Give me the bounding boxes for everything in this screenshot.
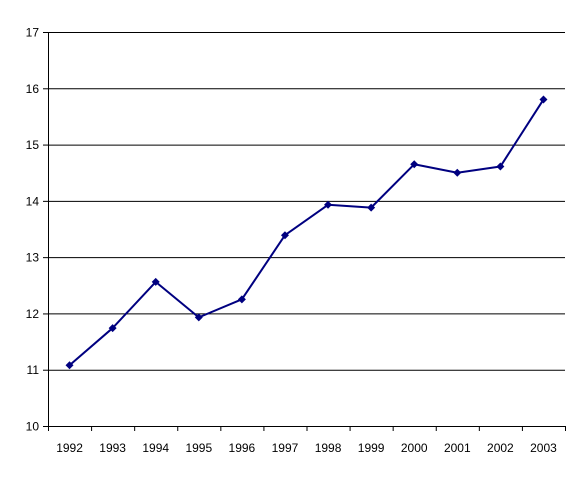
x-tick-label: 1993 xyxy=(99,441,126,455)
data-point xyxy=(151,277,160,286)
axes xyxy=(48,32,565,427)
x-tick-label: 2000 xyxy=(401,441,428,455)
x-tick-label: 2001 xyxy=(444,441,471,455)
y-tick-label: 16 xyxy=(26,82,40,96)
data-point xyxy=(108,324,117,333)
data-point xyxy=(237,295,246,304)
data-point xyxy=(496,162,505,171)
data-point xyxy=(539,95,548,104)
data-point xyxy=(65,361,74,370)
data-point xyxy=(453,168,462,177)
data-point xyxy=(280,231,289,240)
y-tick-label: 10 xyxy=(26,420,40,434)
series-line xyxy=(68,99,545,366)
x-tick-label: 2002 xyxy=(487,441,514,455)
y-tick-label: 15 xyxy=(26,138,40,152)
x-tick-label: 1992 xyxy=(56,441,83,455)
data-point xyxy=(367,203,376,212)
gridlines xyxy=(48,32,565,371)
data-point xyxy=(324,200,333,209)
y-axis-ticks: 10 11 12 13 14 15 16 17 xyxy=(26,26,48,434)
y-tick-label: 13 xyxy=(26,251,40,265)
x-tick-label: 1997 xyxy=(272,441,299,455)
x-tick-label: 1998 xyxy=(315,441,342,455)
data-point xyxy=(410,160,419,169)
data-point xyxy=(194,313,203,322)
y-tick-label: 12 xyxy=(26,307,40,321)
y-tick-label: 14 xyxy=(26,194,40,208)
x-tick-label: 1995 xyxy=(185,441,212,455)
y-tick-label: 17 xyxy=(26,26,40,40)
x-tick-label: 2003 xyxy=(530,441,557,455)
x-tick-label: 1994 xyxy=(142,441,169,455)
data-series xyxy=(65,95,548,370)
y-tick-label: 11 xyxy=(27,363,40,377)
x-axis-ticks: 1992 1993 1994 1995 1996 1997 1998 1999 2000 2001… xyxy=(48,426,566,455)
x-tick-label: 1996 xyxy=(229,441,256,455)
x-tick-label: 1999 xyxy=(358,441,385,455)
